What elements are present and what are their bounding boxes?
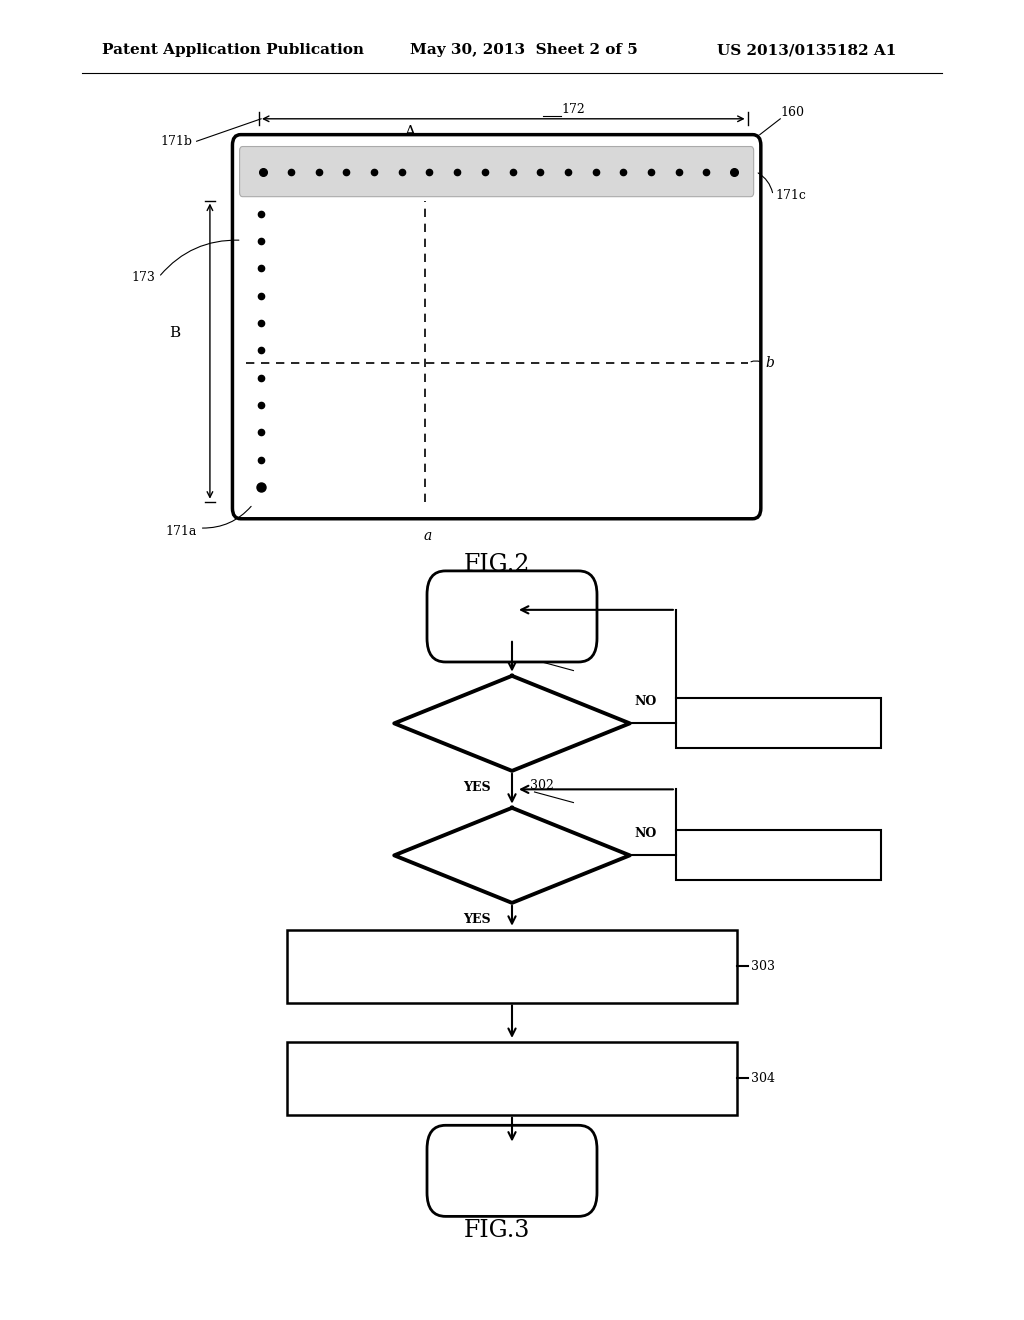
Text: YES: YES [463,781,490,795]
FancyBboxPatch shape [427,570,597,661]
Text: YES: YES [463,913,490,927]
FancyBboxPatch shape [232,135,761,519]
Polygon shape [394,676,630,771]
Text: 173: 173 [132,271,156,284]
FancyBboxPatch shape [287,1043,737,1114]
Text: NO: NO [635,694,657,708]
FancyBboxPatch shape [287,929,737,1003]
Text: b: b [765,356,774,370]
Text: 171a: 171a [165,525,197,539]
Text: END: END [495,1164,529,1177]
FancyBboxPatch shape [240,147,754,197]
Text: START: START [486,610,538,623]
Text: 304: 304 [751,1072,774,1085]
Text: US 2013/0135182 A1: US 2013/0135182 A1 [717,44,896,57]
Text: NO: NO [635,826,657,840]
Text: FLEXIBLE DISPLAY
UNIT FOLDED?: FLEXIBLE DISPLAY UNIT FOLDED? [447,709,577,738]
Text: Patent Application Publication: Patent Application Publication [102,44,365,57]
Text: 171b: 171b [161,135,193,148]
Text: 171c: 171c [775,189,806,202]
Text: 172: 172 [561,103,585,116]
Text: 303: 303 [751,960,774,973]
Text: DIVIDE SCREEN OF FLEXIBLE DISPLAY UNIT
IN RESPONSE TO FOLDING ACTION: DIVIDE SCREEN OF FLEXIBLE DISPLAY UNIT I… [364,954,660,978]
FancyBboxPatch shape [676,698,881,748]
Text: FLEXIBLE DISPLAY
UNIT UNFOLDED?: FLEXIBLE DISPLAY UNIT UNFOLDED? [447,841,577,870]
Text: May 30, 2013  Sheet 2 of 5: May 30, 2013 Sheet 2 of 5 [410,44,637,57]
Text: FIG.2: FIG.2 [464,553,529,577]
Text: a: a [424,529,432,544]
Text: B: B [169,326,180,339]
Text: 301: 301 [530,647,554,660]
Polygon shape [394,808,630,903]
Text: 302: 302 [530,779,554,792]
Text: 160: 160 [780,106,804,119]
Text: A: A [404,125,415,139]
Text: DISPLAY PLURALITY OF APPLICATIONS ON
DIVIDED SCREENS OF FLEXIBLE DISPLAY UNIT: DISPLAY PLURALITY OF APPLICATIONS ON DIV… [354,1067,670,1090]
Text: FIG.3: FIG.3 [464,1218,529,1242]
FancyBboxPatch shape [427,1125,597,1217]
FancyBboxPatch shape [676,830,881,880]
